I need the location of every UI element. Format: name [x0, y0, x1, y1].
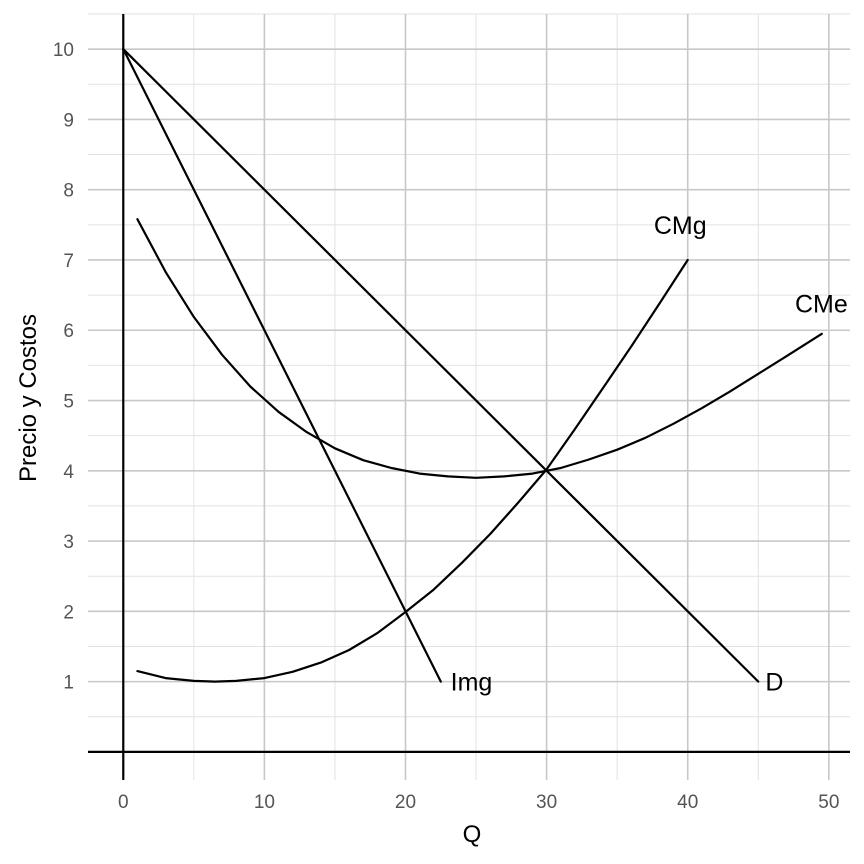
curve-label-cmg: CMg	[654, 212, 707, 240]
y-tick-label: 6	[63, 321, 74, 342]
x-tick-label: 30	[536, 792, 557, 813]
y-tick-label: 1	[63, 673, 74, 694]
series-d-line	[122, 47, 760, 683]
series-cme-line	[136, 218, 823, 479]
curve-label-img: Img	[451, 669, 493, 697]
x-axis-title: Q	[463, 821, 482, 848]
curves	[122, 47, 823, 683]
series-cmg-line	[136, 258, 689, 683]
x-tick-labels: 0 10 20 30 40 50	[118, 792, 839, 813]
y-tick-labels: 1 2 3 4 5 6 7 8 9 10	[53, 40, 75, 693]
series-img-line	[122, 47, 442, 683]
y-tick-label: 8	[63, 181, 74, 202]
curve-labels: D Img CMg CMe	[451, 212, 848, 697]
x-tick-label: 50	[818, 792, 839, 813]
x-tick-label: 20	[395, 792, 416, 813]
x-tick-label: 0	[118, 792, 129, 813]
y-tick-label: 9	[63, 110, 74, 131]
y-tick-label: 3	[63, 532, 74, 553]
y-tick-label: 2	[63, 602, 74, 623]
curve-label-d: D	[765, 669, 783, 697]
curve-label-cme: CMe	[795, 291, 848, 319]
y-tick-label: 4	[63, 462, 74, 483]
x-tick-label: 40	[677, 792, 698, 813]
y-tick-label: 10	[53, 40, 74, 61]
y-axis-title: Precio y Costos	[15, 314, 42, 482]
y-tick-label: 7	[63, 251, 74, 272]
x-tick-label: 10	[254, 792, 275, 813]
y-tick-label: 5	[63, 392, 74, 413]
minor-gridlines	[88, 13, 850, 780]
